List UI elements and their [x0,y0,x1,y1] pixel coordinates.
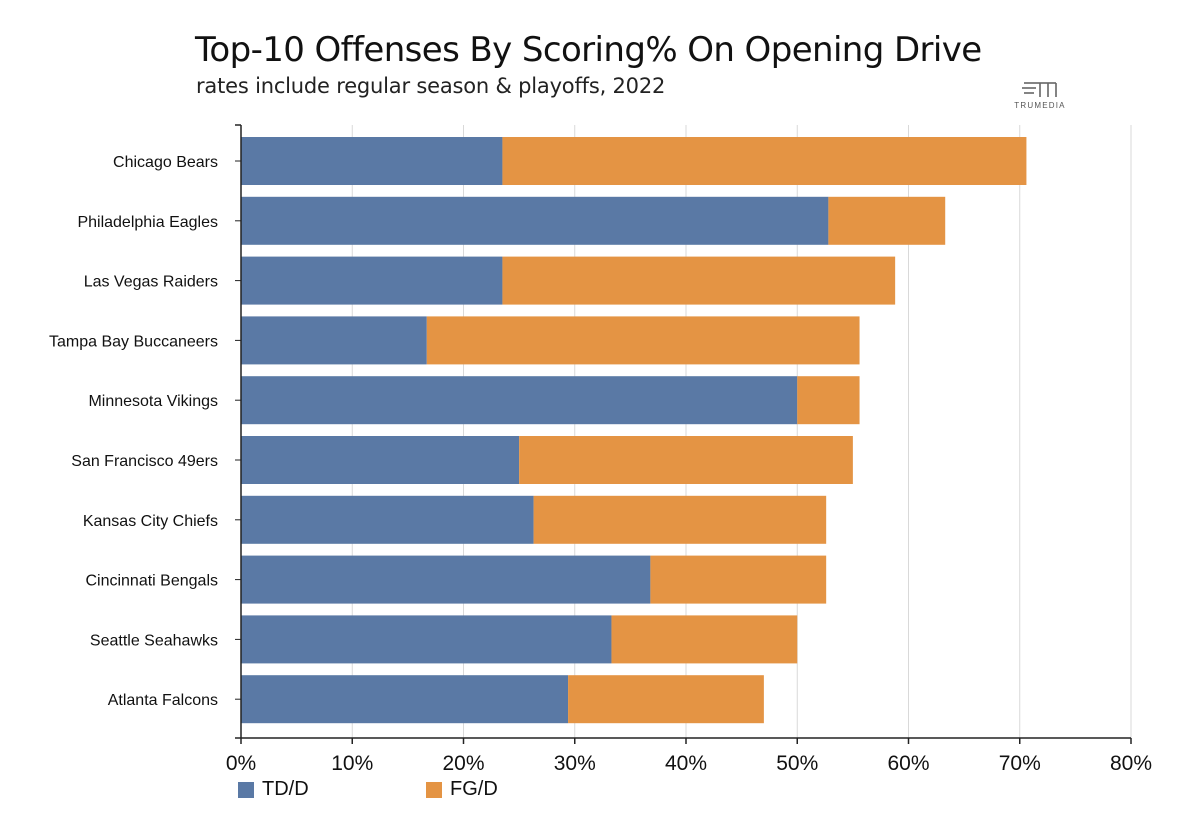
bar-fg-8 [611,615,798,664]
chart-title: Top-10 Offenses By Scoring% On Opening D… [195,30,982,70]
bar-fg-9 [568,675,764,724]
bar-td-8 [241,615,612,664]
category-label-2: Las Vegas Raiders [84,274,218,291]
category-label-7: Cincinnati Bengals [85,573,218,590]
chart-subtitle: rates include regular season & playoffs,… [196,74,666,98]
bar-td-1 [241,196,829,245]
category-label-8: Seattle Seahawks [90,632,218,649]
x-tick-label-6: 60% [887,752,929,775]
bar-fg-1 [828,196,946,245]
legend-swatch-td [238,781,254,798]
x-tick-label-0: 0% [226,752,256,775]
x-tick-label-3: 30% [554,752,596,775]
bar-fg-0 [502,137,1027,185]
category-label-3: Tampa Bay Buccaneers [49,333,218,350]
bar-fg-7 [650,555,827,604]
bar-fg-4 [797,376,860,425]
bar-td-6 [241,495,534,544]
legend-label-fg: FG/D [450,778,498,800]
x-tick-label-7: 70% [999,752,1041,775]
x-tick-label-4: 40% [665,752,707,775]
bar-td-9 [241,675,569,724]
bar-fg-3 [426,316,860,365]
legend-swatch-fg [426,781,442,798]
bar-td-3 [241,316,427,365]
trumedia-logo: TRUMEDIA [1008,80,1072,114]
bar-fg-5 [519,436,853,484]
bar-td-4 [241,376,798,425]
x-tick-label-8: 80% [1110,752,1152,775]
x-tick-label-2: 20% [442,752,484,775]
legend-item-fg: FG/D [426,778,498,801]
bar-td-7 [241,555,651,604]
category-label-4: Minnesota Vikings [88,393,218,410]
category-label-0: Chicago Bears [113,154,218,171]
trumedia-logo-text: TRUMEDIA [1014,101,1066,110]
trumedia-logo-icon [1022,82,1057,97]
bar-fg-2 [502,256,896,305]
bar-td-2 [241,256,503,305]
bar-td-0 [241,137,503,185]
legend-label-td: TD/D [262,778,309,800]
legend-item-td: TD/D [238,778,309,801]
category-label-9: Atlanta Falcons [108,692,218,709]
category-label-6: Kansas City Chiefs [83,513,218,530]
x-tick-label-1: 10% [331,752,373,775]
x-tick-label-5: 50% [776,752,818,775]
category-label-5: San Francisco 49ers [71,453,218,470]
bar-fg-6 [533,495,827,544]
bar-td-5 [241,436,520,484]
category-label-1: Philadelphia Eagles [77,214,218,231]
